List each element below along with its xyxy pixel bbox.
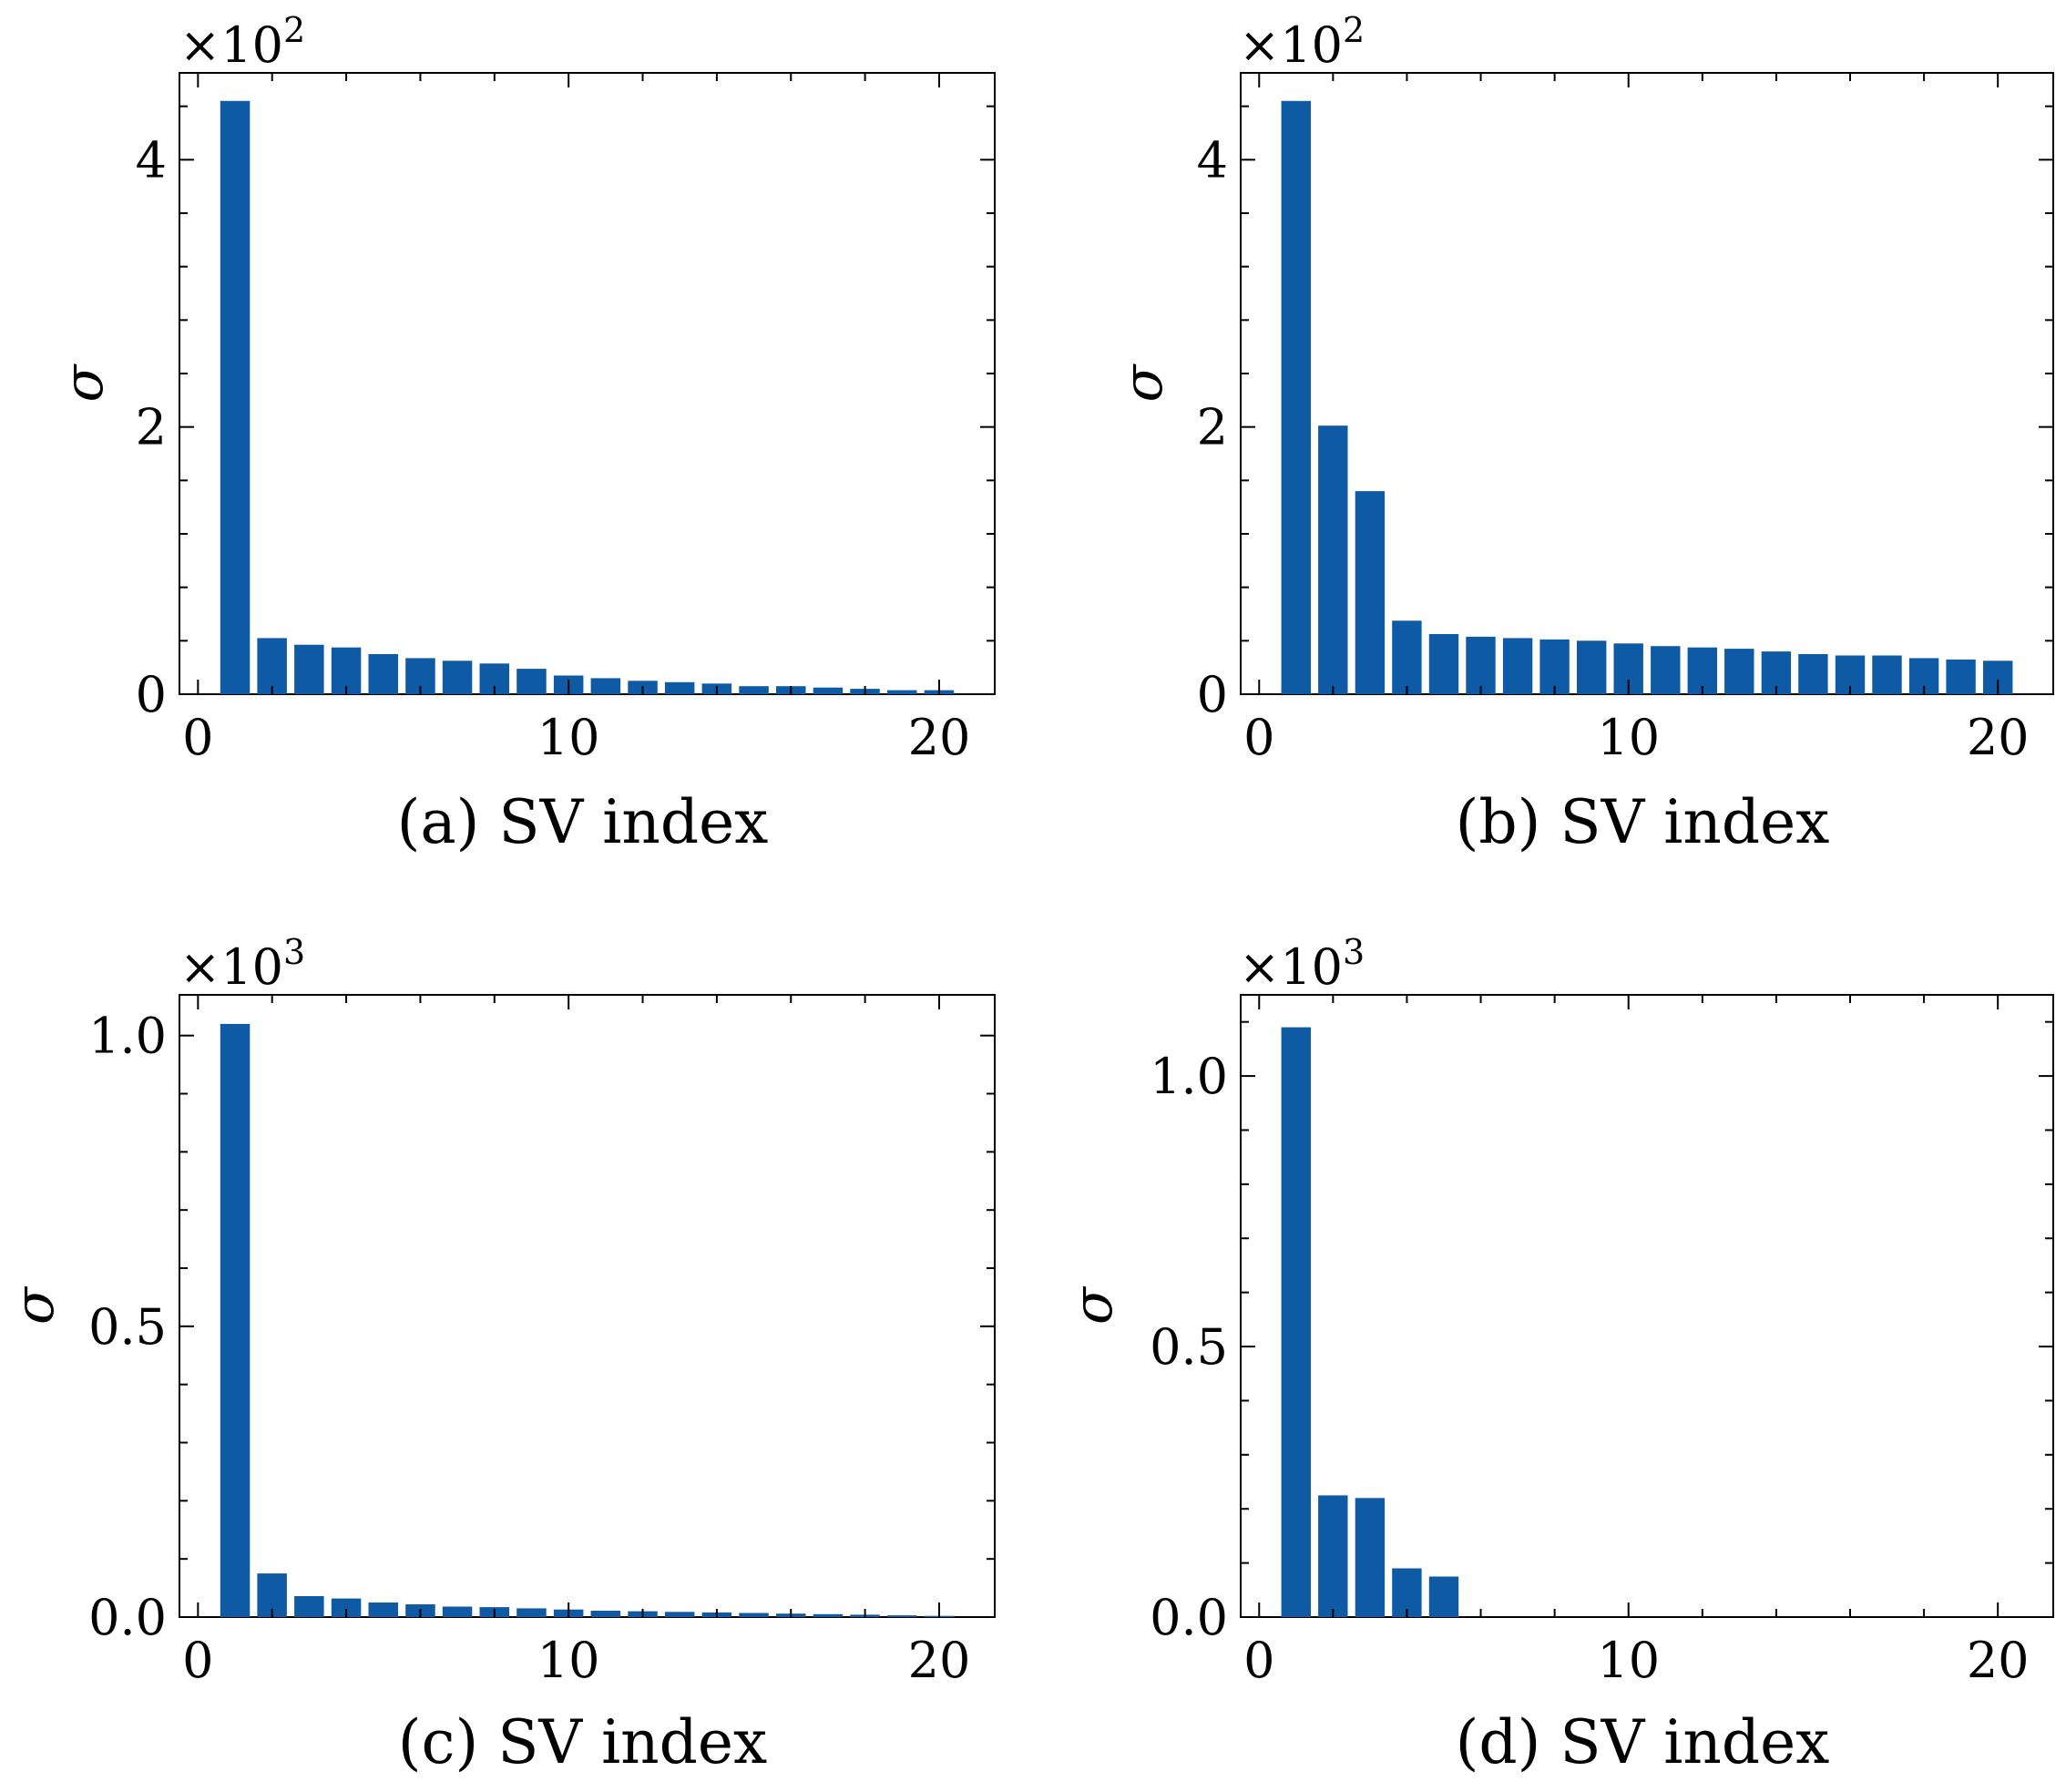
bar-3 [294,1596,324,1617]
x-tick-label: 0 [1243,1632,1274,1689]
panel-b: 0 10 20 0 2 4 ×102 σ (b) SV index [1111,10,2054,857]
y-tick-label: 0 [136,666,167,723]
bar-2 [1318,425,1348,694]
y-axis-label: σ [3,1285,66,1325]
panel-a: 0 10 20 0 2 4 ×102 σ (a) SV index [52,10,996,857]
bar-15 [739,1613,769,1617]
y-multiplier: ×103 [179,932,305,996]
y-tick-label: 2 [1197,399,1228,456]
ticks: 0 10 20 0.0 0.5 1.0 [1150,995,2053,1689]
y-tick-label: 0.5 [88,1298,167,1356]
bar-9 [516,1608,547,1617]
panel-d: 0 10 20 0.0 0.5 1.0 ×103 σ (d) SV index [1061,932,2054,1777]
x-tick-label: 0 [182,1632,213,1689]
bar-13 [664,681,695,694]
bar-19 [887,690,917,694]
x-tick-label: 10 [1597,1632,1660,1689]
bars [220,100,955,695]
bar-8 [1539,639,1570,694]
x-axis-label: (d) SV index [1456,1707,1830,1777]
bar-3 [294,644,324,694]
plot-frame [1240,994,2054,1618]
bar-5 [1428,1576,1459,1617]
ticks: 0 10 20 0 2 4 [1197,73,2053,766]
bars [220,1023,955,1617]
bar-11 [1651,646,1681,694]
bar-6 [1466,636,1496,694]
y-tick-label: 0.0 [1150,1589,1228,1646]
bar-3 [1355,1498,1386,1617]
x-tick-label: 0 [182,709,213,766]
bar-4 [331,1598,362,1617]
y-tick-label: 0.5 [1150,1318,1228,1376]
bar-1 [220,100,251,695]
bar-13 [664,1612,695,1617]
bar-17 [1872,655,1902,694]
plot-frame [1240,72,2054,695]
x-tick-label: 20 [1967,709,2030,766]
bar-11 [590,1611,621,1617]
bar-2 [1318,1495,1348,1617]
bar-7 [1502,638,1533,694]
bar-3 [1355,491,1386,694]
bar-19 [887,1615,917,1617]
bar-4 [1392,620,1422,694]
bar-17 [813,687,844,694]
bar-7 [442,660,473,694]
panel-c: 0 10 20 0.0 0.5 1.0 ×103 σ (c) SV index [3,932,996,1777]
bar-5 [1428,634,1459,694]
x-tick-label: 20 [908,709,971,766]
bar-11 [590,678,621,694]
plot-frame [179,72,996,695]
bar-17 [813,1613,844,1617]
x-tick-label: 10 [537,709,600,766]
ticks: 0 10 20 0 2 4 [136,73,995,766]
bar-13 [1724,649,1754,694]
y-tick-label: 4 [1197,131,1228,189]
x-tick-label: 20 [1967,1632,2030,1689]
bar-2 [257,638,287,694]
bar-5 [368,654,398,694]
y-multiplier: ×102 [1239,10,1365,74]
x-axis-label: (c) SV index [398,1707,767,1777]
y-tick-label: 0.0 [88,1589,167,1646]
bar-1 [1281,1027,1311,1617]
x-axis-label: (b) SV index [1456,787,1830,857]
x-tick-label: 10 [537,1632,600,1689]
x-tick-label: 10 [1597,709,1660,766]
bar-7 [442,1606,473,1617]
y-axis-label: σ [1061,1285,1125,1325]
ticks: 0 10 20 0.0 0.5 1.0 [88,995,995,1689]
bar-1 [220,1023,251,1617]
x-tick-label: 0 [1243,709,1274,766]
x-tick-label: 20 [908,1632,971,1689]
bar-19 [1946,659,1976,694]
y-tick-label: 2 [136,399,167,456]
x-axis-label: (a) SV index [397,787,769,857]
y-axis-label: σ [52,363,116,402]
bar-1 [1281,100,1311,695]
y-multiplier: ×102 [179,10,305,74]
bar-15 [1798,654,1828,694]
plot-frame [179,994,996,1618]
y-tick-label: 1.0 [1150,1048,1228,1105]
bar-9 [516,669,547,694]
bar-5 [368,1603,398,1617]
y-multiplier: ×103 [1239,932,1365,996]
y-tick-label: 4 [136,131,167,189]
bar-15 [739,686,769,694]
bars [1281,1027,1459,1617]
y-axis-label: σ [1111,363,1175,402]
y-tick-label: 0 [1197,666,1228,723]
bar-9 [1577,640,1607,694]
y-tick-label: 1.0 [88,1008,167,1065]
